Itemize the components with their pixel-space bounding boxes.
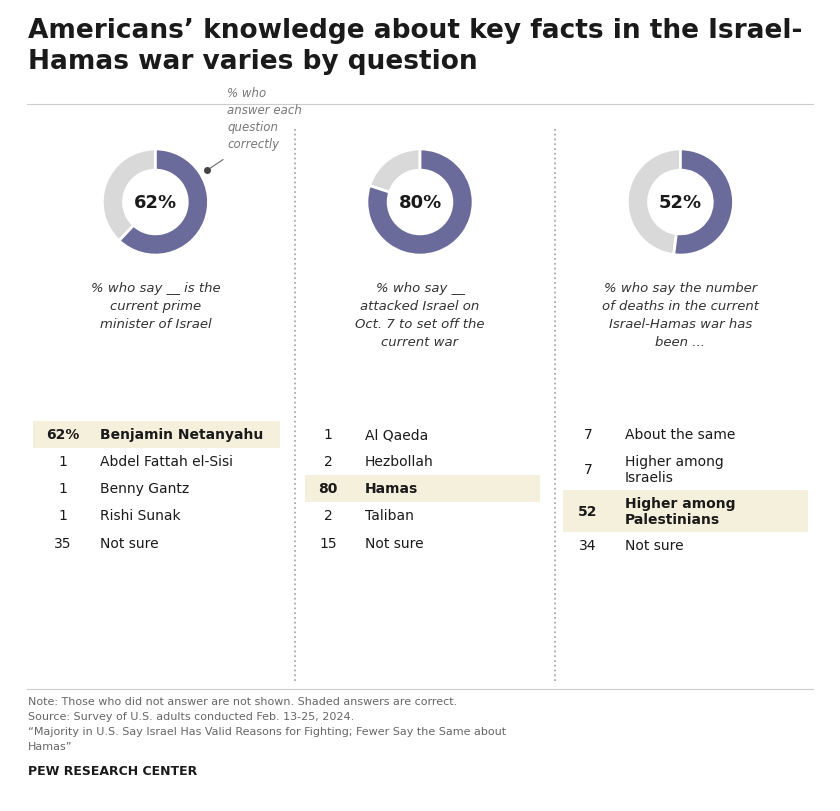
Text: 34: 34 <box>580 539 596 553</box>
Wedge shape <box>119 150 208 255</box>
Text: Rishi Sunak: Rishi Sunak <box>100 508 181 523</box>
Text: Higher among
Israelis: Higher among Israelis <box>625 454 724 485</box>
Wedge shape <box>370 150 420 193</box>
Text: Taliban: Taliban <box>365 508 414 523</box>
Text: % who say __
attacked Israel on
Oct. 7 to set off the
current war: % who say __ attacked Israel on Oct. 7 t… <box>355 281 485 349</box>
Text: Note: Those who did not answer are not shown. Shaded answers are correct.: Note: Those who did not answer are not s… <box>28 696 457 706</box>
Text: Not sure: Not sure <box>625 539 684 553</box>
Text: Hezbollah: Hezbollah <box>365 455 433 469</box>
Text: “Majority in U.S. Say Israel Has Valid Reasons for Fighting; Fewer Say the Same : “Majority in U.S. Say Israel Has Valid R… <box>28 726 507 736</box>
Text: 80: 80 <box>318 482 338 496</box>
Text: Benny Gantz: Benny Gantz <box>100 482 189 496</box>
Text: 2: 2 <box>323 455 333 469</box>
Text: 35: 35 <box>55 536 71 550</box>
Text: Not sure: Not sure <box>100 536 159 550</box>
FancyBboxPatch shape <box>33 422 280 448</box>
Text: % who say the number
of deaths in the current
Israel-Hamas war has
been ...: % who say the number of deaths in the cu… <box>602 281 759 349</box>
Text: 1: 1 <box>59 508 67 523</box>
Text: 15: 15 <box>319 536 337 550</box>
Text: % who say __ is the
current prime
minister of Israel: % who say __ is the current prime minist… <box>91 281 220 331</box>
FancyBboxPatch shape <box>305 475 540 502</box>
Wedge shape <box>367 150 473 255</box>
Text: Not sure: Not sure <box>365 536 423 550</box>
Text: 52%: 52% <box>659 194 702 212</box>
Wedge shape <box>627 150 680 255</box>
Text: Abdel Fattah el-Sisi: Abdel Fattah el-Sisi <box>100 455 233 469</box>
Text: Hamas: Hamas <box>365 482 418 496</box>
Text: 2: 2 <box>323 508 333 523</box>
Text: 1: 1 <box>59 482 67 496</box>
Text: 62%: 62% <box>134 194 177 212</box>
Text: 52: 52 <box>578 504 598 518</box>
FancyBboxPatch shape <box>563 491 808 532</box>
Text: PEW RESEARCH CENTER: PEW RESEARCH CENTER <box>28 764 197 777</box>
Text: Source: Survey of U.S. adults conducted Feb. 13-25, 2024.: Source: Survey of U.S. adults conducted … <box>28 711 354 721</box>
Wedge shape <box>102 150 155 242</box>
Text: Benjamin Netanyahu: Benjamin Netanyahu <box>100 428 263 442</box>
Text: Hamas”: Hamas” <box>28 741 72 751</box>
Text: 1: 1 <box>323 428 333 442</box>
Text: Higher among
Palestinians: Higher among Palestinians <box>625 496 736 526</box>
Text: About the same: About the same <box>625 428 735 442</box>
Text: 7: 7 <box>584 428 592 442</box>
Text: Al Qaeda: Al Qaeda <box>365 428 428 442</box>
Text: 1: 1 <box>59 455 67 469</box>
Wedge shape <box>674 150 733 255</box>
Text: Americans’ knowledge about key facts in the Israel-
Hamas war varies by question: Americans’ knowledge about key facts in … <box>28 18 802 75</box>
Text: 62%: 62% <box>46 428 80 442</box>
Text: 80%: 80% <box>398 194 442 212</box>
Text: % who
answer each
question
correctly: % who answer each question correctly <box>228 87 302 151</box>
Text: 7: 7 <box>584 462 592 476</box>
